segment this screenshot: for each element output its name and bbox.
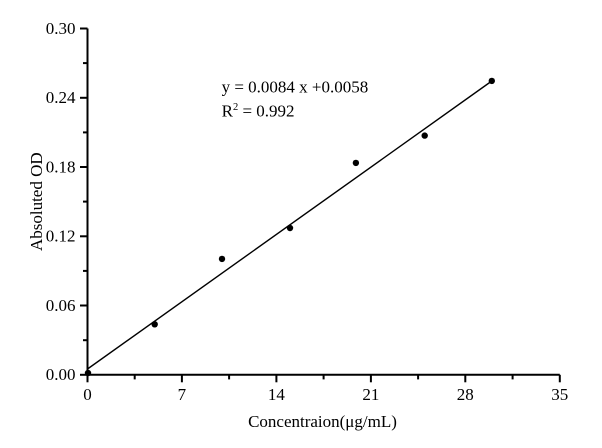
svg-text:28: 28 xyxy=(457,385,474,404)
svg-text:7: 7 xyxy=(178,385,187,404)
svg-text:R2 = 0.992: R2 = 0.992 xyxy=(222,102,295,121)
svg-text:0.24: 0.24 xyxy=(46,88,76,107)
svg-text:y = 0.0084 x +0.0058: y = 0.0084 x +0.0058 xyxy=(222,78,369,97)
svg-text:0: 0 xyxy=(83,385,92,404)
svg-text:Concentraion(μg/mL): Concentraion(μg/mL) xyxy=(248,412,397,431)
svg-text:0.12: 0.12 xyxy=(46,227,76,246)
svg-text:0.00: 0.00 xyxy=(46,365,76,384)
svg-text:0.06: 0.06 xyxy=(46,296,76,315)
svg-text:35: 35 xyxy=(551,385,568,404)
svg-text:14: 14 xyxy=(268,385,286,404)
svg-text:21: 21 xyxy=(362,385,379,404)
svg-text:0.18: 0.18 xyxy=(46,157,76,176)
svg-text:0.30: 0.30 xyxy=(46,19,76,38)
svg-text:Absoluted OD: Absoluted OD xyxy=(27,152,46,251)
